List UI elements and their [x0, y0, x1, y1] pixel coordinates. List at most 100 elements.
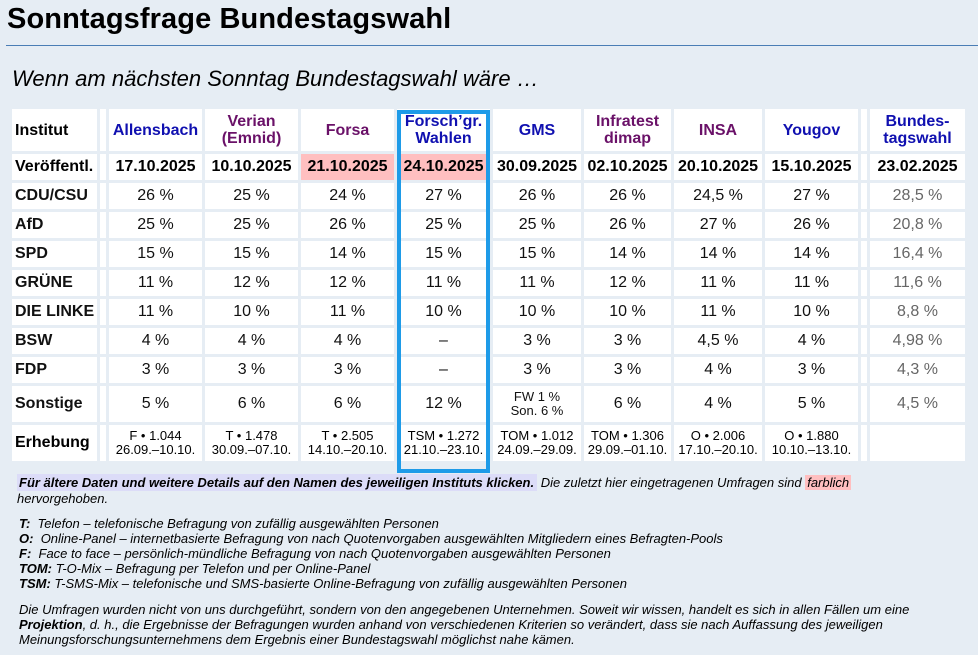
- legend-item: TSM: T-SMS-Mix – telefonische und SMS-ba…: [19, 576, 723, 591]
- poll-value: 15 %: [493, 241, 581, 267]
- poll-value: 4 %: [674, 357, 762, 383]
- institute-name[interactable]: INSA: [698, 121, 738, 139]
- method-legend: T: Telefon – telefonische Befragung von …: [19, 516, 723, 591]
- poll-value: 11 %: [109, 299, 202, 325]
- recent-highlight-word: farblich: [805, 475, 852, 490]
- survey-info: O • 1.880 10.10.–13.10.: [765, 425, 858, 461]
- institute-name-line2[interactable]: Wahlen: [415, 130, 472, 147]
- poll-value: 4 %: [205, 328, 298, 354]
- election-value: 28,5 %: [870, 183, 965, 209]
- party-row: CDU/CSU 26 % 25 % 24 % 27 % 26 % 26 % 24,5 % 27 …: [12, 183, 965, 209]
- poll-value: 10 %: [205, 299, 298, 325]
- spacer-cell: [100, 212, 106, 238]
- spacer-cell: [861, 241, 867, 267]
- poll-value: FW 1 % Son. 6 %: [493, 386, 581, 422]
- poll-value: –: [397, 357, 490, 383]
- poll-value: 26 %: [109, 183, 202, 209]
- survey-info: F • 1.044 26.09.–10.10.: [109, 425, 202, 461]
- election-name[interactable]: Bundes-: [885, 113, 950, 130]
- legend-item: TOM: T-O-Mix – Befragung per Telefon und…: [19, 561, 723, 576]
- poll-value: 15 %: [205, 241, 298, 267]
- institute-name[interactable]: GMS: [518, 121, 556, 139]
- institute-name-line2[interactable]: dimap: [603, 130, 652, 147]
- survey-method: T • 2.505: [321, 428, 374, 443]
- election-survey-empty: [870, 425, 965, 461]
- spacer-cell: [861, 109, 867, 151]
- poll-value: 6 %: [301, 386, 394, 422]
- poll-value: 11 %: [493, 270, 581, 296]
- election-name[interactable]: tagswahl: [883, 130, 952, 147]
- party-row: DIE LINKE 11 % 10 % 11 % 10 % 10 % 10 % 11 % 10 …: [12, 299, 965, 325]
- election-value: 11,6 %: [870, 270, 965, 296]
- poll-value-part: FW 1 %: [513, 389, 561, 404]
- poll-value: 25 %: [397, 212, 490, 238]
- institute-link[interactable]: Infratest dimap: [584, 109, 671, 151]
- poll-value: 27 %: [765, 183, 858, 209]
- poll-value: 3 %: [584, 328, 671, 354]
- party-row: SPD 15 % 15 % 14 % 15 % 15 % 14 % 14 % 14 % 16,4 …: [12, 241, 965, 267]
- poll-value: 5 %: [765, 386, 858, 422]
- legend-item: O: Online-Panel – internetbasierte Befra…: [19, 531, 723, 546]
- poll-value: 3 %: [584, 357, 671, 383]
- institute-link[interactable]: Allensbach: [109, 109, 202, 151]
- institute-link[interactable]: Forsa: [301, 109, 394, 151]
- survey-row: Erhebung F • 1.044 26.09.–10.10. T • 1.478 3…: [12, 425, 965, 461]
- institute-name[interactable]: Infratest: [595, 113, 660, 130]
- poll-value: 12 %: [301, 270, 394, 296]
- legend-item: F: Face to face – persönlich-mündliche B…: [19, 546, 723, 561]
- legend-key: TSM:: [19, 576, 51, 591]
- survey-period: 17.10.–20.10.: [678, 442, 758, 457]
- survey-info: T • 1.478 30.09.–07.10.: [205, 425, 298, 461]
- poll-value: 11 %: [674, 270, 762, 296]
- party-name: SPD: [12, 241, 97, 267]
- poll-value: 11 %: [397, 270, 490, 296]
- poll-value: 15 %: [109, 241, 202, 267]
- row-label-institut: Institut: [12, 109, 97, 151]
- poll-value: 25 %: [205, 183, 298, 209]
- disclaimer: Die Umfragen wurden nicht von uns durchg…: [19, 602, 969, 647]
- party-name: Sonstige: [12, 386, 97, 422]
- poll-value: 3 %: [765, 357, 858, 383]
- institute-link[interactable]: Verian (Emnid): [205, 109, 298, 151]
- publish-date: 20.10.2025: [674, 154, 762, 180]
- party-row: Sonstige 5 % 6 % 6 % 12 % FW 1 % Son. 6 % 6 % 4 …: [12, 386, 965, 422]
- spacer-cell: [861, 328, 867, 354]
- election-value: 4,3 %: [870, 357, 965, 383]
- institute-name[interactable]: Allensbach: [112, 121, 199, 139]
- legend-text: Online-Panel – internetbasierte Befragun…: [40, 531, 723, 546]
- page-subtitle: Wenn am nächsten Sonntag Bundestagswahl …: [12, 66, 539, 91]
- poll-value: 4 %: [301, 328, 394, 354]
- institute-name[interactable]: Forsch’gr.: [404, 113, 483, 130]
- party-name: FDP: [12, 357, 97, 383]
- spacer-cell: [861, 299, 867, 325]
- election-value: 16,4 %: [870, 241, 965, 267]
- poll-value: 12 %: [397, 386, 490, 422]
- poll-value: 11 %: [109, 270, 202, 296]
- institute-name[interactable]: Forsa: [325, 121, 370, 139]
- disclaimer-text-2: , d. h., die Ergebnisse der Befragungen …: [19, 617, 883, 647]
- institute-name[interactable]: Yougov: [782, 121, 841, 139]
- institute-name-line2[interactable]: (Emnid): [221, 130, 282, 147]
- publish-date: 17.10.2025: [109, 154, 202, 180]
- poll-value: 10 %: [765, 299, 858, 325]
- poll-value: 27 %: [397, 183, 490, 209]
- poll-value: 4 %: [674, 386, 762, 422]
- poll-value: 10 %: [493, 299, 581, 325]
- legend-text: T-O-Mix – Befragung per Telefon und per …: [55, 561, 371, 576]
- institute-link[interactable]: INSA: [674, 109, 762, 151]
- election-link[interactable]: Bundes-tagswahl: [870, 109, 965, 151]
- click-hint: Für ältere Daten und weitere Details auf…: [17, 474, 538, 491]
- institute-name[interactable]: Verian: [227, 113, 276, 130]
- institute-link[interactable]: Forsch’gr. Wahlen: [397, 109, 490, 151]
- publish-date: 02.10.2025: [584, 154, 671, 180]
- publish-date: 15.10.2025: [765, 154, 858, 180]
- header-row: Institut Allensbach Verian (Emnid) Forsa Fors…: [12, 109, 965, 151]
- institute-link[interactable]: GMS: [493, 109, 581, 151]
- poll-value: 3 %: [109, 357, 202, 383]
- spacer-cell: [100, 299, 106, 325]
- recent-note: Die zuletzt hier eingetragenen Umfragen …: [540, 475, 802, 490]
- poll-value: 12 %: [205, 270, 298, 296]
- institute-link[interactable]: Yougov: [765, 109, 858, 151]
- survey-period: 30.09.–07.10.: [211, 442, 292, 457]
- party-row: AfD 25 % 25 % 26 % 25 % 25 % 26 % 27 % 26 % 20,8 …: [12, 212, 965, 238]
